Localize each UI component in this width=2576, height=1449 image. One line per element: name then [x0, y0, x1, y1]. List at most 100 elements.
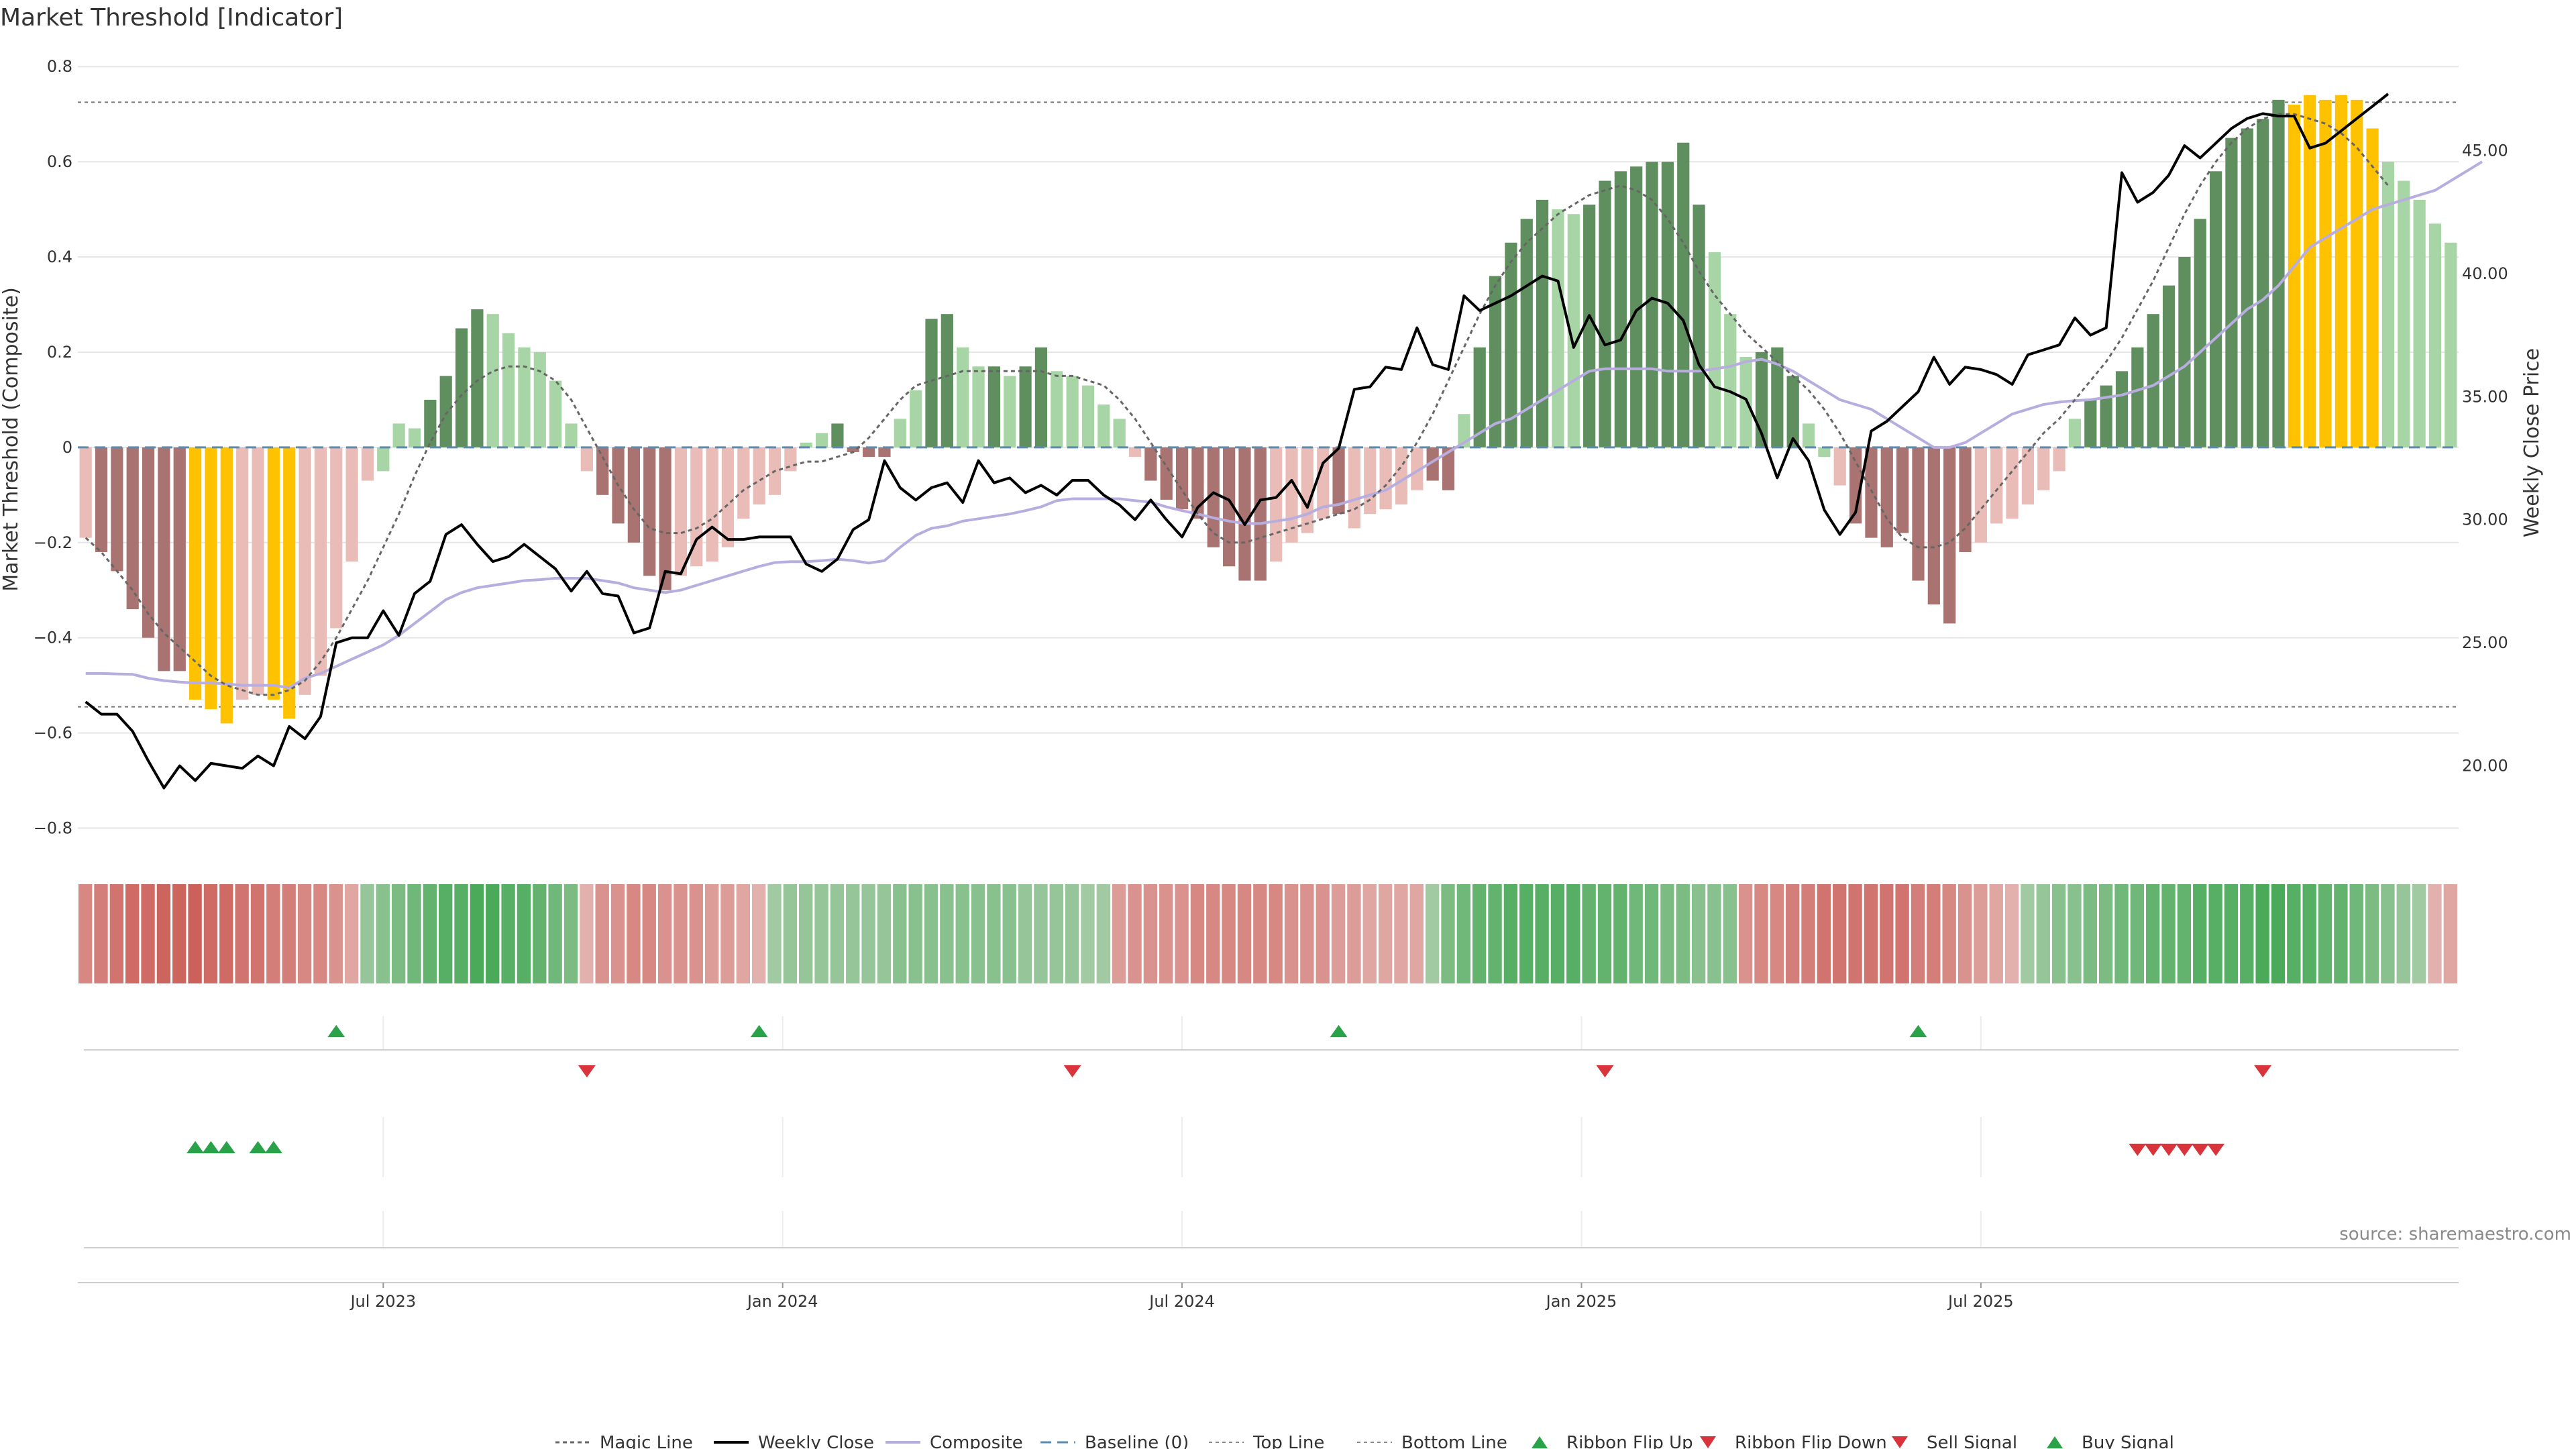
ribbon-cell [642, 884, 656, 983]
legend-label: Sell Signal [1927, 1433, 2017, 1449]
ribbon-cell [893, 884, 907, 983]
ribbon-cell [846, 884, 860, 983]
ribbon-cell [2271, 884, 2286, 983]
composite-bar [847, 447, 859, 452]
y-tick-label: −0.4 [34, 629, 72, 647]
composite-bar [894, 419, 906, 447]
y2-tick-label: 30.00 [2462, 511, 2508, 529]
ribbon-cell [329, 884, 343, 983]
ribbon-cell [1566, 884, 1580, 983]
sell-signal-marker [2144, 1143, 2162, 1157]
ribbon-cell [1519, 884, 1534, 983]
ribbon-cell [1660, 884, 1674, 983]
composite-bar [1113, 419, 1126, 447]
composite-bar [925, 319, 938, 447]
ribbon-flip-up-marker [750, 1024, 768, 1038]
y2-tick-label: 35.00 [2462, 387, 2508, 406]
ribbon-cell [1096, 884, 1111, 983]
composite-bar [721, 447, 735, 547]
composite-bar [1426, 447, 1439, 481]
legend-label: Ribbon Flip Up [1566, 1433, 1693, 1449]
ribbon-cell [266, 884, 280, 983]
composite-bar [1348, 447, 1361, 529]
ribbon-cell [407, 884, 421, 983]
composite-bar [659, 447, 672, 590]
ribbon-cell [1253, 884, 1267, 983]
composite-bar [267, 447, 280, 700]
buy-signal-marker [264, 1140, 282, 1154]
ribbon-cell [94, 884, 108, 983]
composite-bar [1583, 204, 1596, 447]
ribbon-cell [282, 884, 296, 983]
ribbon-cell [203, 884, 218, 983]
composite-bar [1927, 447, 1940, 605]
composite-bar [283, 447, 296, 719]
ribbon-cell [1927, 884, 1941, 983]
composite-bar [1066, 376, 1079, 447]
composite-bar [2428, 223, 2442, 447]
ribbon-cell [1550, 884, 1565, 983]
ribbon-cell [1269, 884, 1283, 983]
ribbon-cell [1503, 884, 1518, 983]
ribbon-cell [1175, 884, 1189, 983]
ribbon-cell [1378, 884, 1393, 983]
composite-bar [2272, 99, 2285, 447]
composite-bar [1943, 447, 1956, 624]
composite-bar [987, 366, 1001, 447]
sell-signal-marker [2207, 1143, 2225, 1157]
ribbon-cell [1989, 884, 2003, 983]
composite-bar [1552, 209, 1564, 447]
legend-label: Ribbon Flip Down [1735, 1433, 1887, 1449]
composite-bar [549, 380, 562, 447]
buy-signal-marker [202, 1140, 220, 1154]
ribbon-cell [627, 884, 641, 983]
ribbon-cell [1002, 884, 1016, 983]
composite-bar [1599, 180, 1611, 447]
ribbon-cell [219, 884, 233, 983]
ribbon-cell [1880, 884, 1894, 983]
ribbon-cell [1738, 884, 1753, 983]
composite-bar [1802, 423, 1815, 447]
ribbon-cell [470, 884, 484, 983]
composite-bar [1959, 447, 1972, 552]
composite-line [85, 160, 2483, 690]
composite-bar [1693, 204, 1705, 447]
composite-bar [2413, 199, 2426, 447]
composite-bar [2445, 242, 2457, 447]
ribbon-cell [2208, 884, 2222, 983]
y-tick-label: 0.2 [47, 343, 72, 362]
ribbon-cell [814, 884, 828, 983]
composite-bar [2381, 162, 2395, 447]
composite-bar [1332, 447, 1345, 515]
composite-bar [142, 447, 155, 638]
sell-signal-marker [2129, 1143, 2147, 1157]
ribbon-cell [1864, 884, 1878, 983]
ribbon-cell [955, 884, 969, 983]
composite-bar [1207, 447, 1220, 547]
composite-bar [2006, 447, 2019, 519]
composite-bar [2131, 347, 2144, 447]
ribbon-cell [1895, 884, 1909, 983]
ribbon-cell [2051, 884, 2066, 983]
composite-bar [643, 447, 656, 576]
composite-bar [1411, 447, 1424, 490]
legend-label: Buy Signal [2082, 1433, 2174, 1449]
composite-bar [878, 447, 891, 458]
composite-bar [1708, 252, 1721, 447]
composite-bar [2021, 447, 2035, 505]
composite-bar [1175, 447, 1189, 510]
composite-bar [1301, 447, 1313, 533]
composite-bar [314, 447, 327, 676]
composite-bar [1677, 142, 1690, 447]
ribbon-cell [1957, 884, 1972, 983]
ribbon-cell [439, 884, 453, 983]
composite-bar [2115, 371, 2129, 447]
composite-bar [2037, 447, 2050, 490]
ribbon-cell [1974, 884, 1988, 983]
ribbon-cell [2098, 884, 2113, 983]
composite-bar [941, 314, 953, 447]
ribbon-cell [799, 884, 813, 983]
ribbon-strip [78, 884, 2457, 983]
x-tick-label: Jul 2023 [349, 1292, 416, 1311]
